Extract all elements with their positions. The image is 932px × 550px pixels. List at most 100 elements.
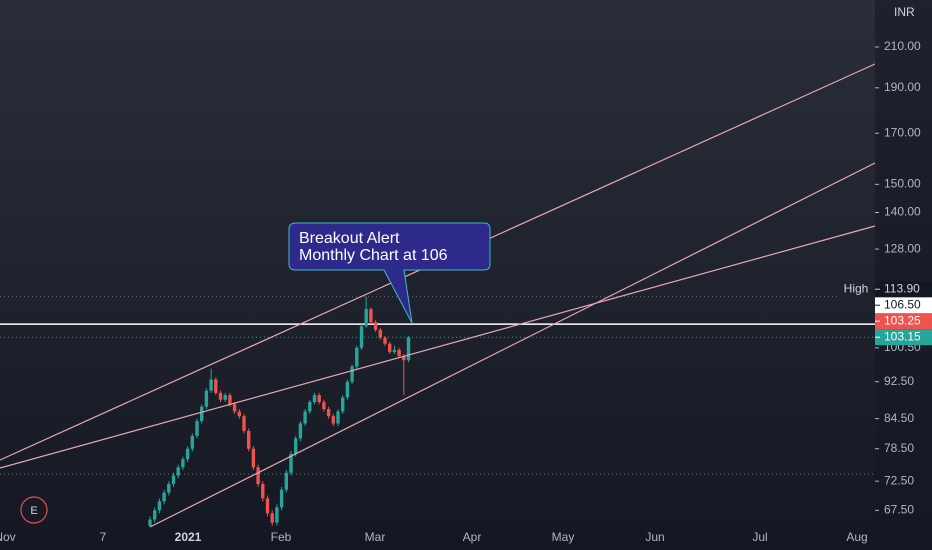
x-tick-label: Apr xyxy=(463,530,482,544)
price-label: 106.50 xyxy=(884,297,921,311)
candle-body xyxy=(294,438,298,454)
candle-body xyxy=(218,392,223,400)
price-axis xyxy=(875,0,932,527)
trend-line xyxy=(149,162,876,528)
candle-body xyxy=(232,404,237,412)
x-tick-label: Nov xyxy=(0,530,16,544)
price-label: 113.90 xyxy=(884,281,920,295)
candle-body xyxy=(157,501,162,511)
candle-body xyxy=(251,448,256,468)
x-tick-label: Feb xyxy=(271,530,292,544)
price-label-box xyxy=(875,329,932,346)
candle-body xyxy=(242,416,246,431)
candle-body xyxy=(185,448,190,460)
candles xyxy=(148,296,411,529)
price-label-box xyxy=(875,313,932,330)
currency-label: INR xyxy=(894,5,915,19)
x-tick-label: 2021 xyxy=(175,530,202,544)
axes: 210.00190.00170.00150.00140.00128.00100.… xyxy=(0,39,932,550)
x-tick-label: Aug xyxy=(846,530,867,544)
candle-body xyxy=(406,337,411,361)
x-tick-label: Jun xyxy=(645,530,664,544)
x-tick-label: 7 xyxy=(100,530,107,544)
candle-body xyxy=(265,498,270,514)
price-label-box xyxy=(875,297,932,314)
candle-body xyxy=(195,421,199,436)
price-label-name-box xyxy=(837,281,874,298)
y-tick-label: 140.00 xyxy=(884,205,921,219)
candle-body xyxy=(247,430,251,449)
candle-body xyxy=(392,349,397,352)
candle-body xyxy=(326,409,331,417)
candle-body xyxy=(322,402,326,410)
y-tick-label: 190.00 xyxy=(884,80,921,94)
candle-body xyxy=(298,423,303,439)
candle-body xyxy=(397,349,401,357)
candle-body xyxy=(383,337,387,344)
event-marker-label[interactable]: E xyxy=(30,505,37,517)
candle-body xyxy=(312,395,317,403)
candle-body xyxy=(209,379,213,391)
event-marker[interactable] xyxy=(20,496,48,524)
callout: Breakout Alert Monthly Chart at 106 xyxy=(288,222,491,324)
candle-body xyxy=(148,519,152,526)
candle-body xyxy=(341,397,345,412)
x-tick-label: May xyxy=(552,530,575,544)
price-label: 103.25 xyxy=(884,313,921,327)
callout-text: Breakout Alert xyxy=(299,230,400,247)
candle-body xyxy=(289,453,293,473)
y-tick-label: 128.00 xyxy=(884,241,921,255)
price-label: 103.15 xyxy=(884,329,921,343)
y-tick-label: 170.00 xyxy=(884,125,921,139)
candle-body xyxy=(237,411,241,417)
candle-body xyxy=(388,343,392,352)
y-tick-label: 92.50 xyxy=(884,374,914,388)
y-tick-label: 67.50 xyxy=(884,503,914,517)
y-tick-label: 78.50 xyxy=(884,441,914,455)
x-tick-label: Mar xyxy=(365,530,386,544)
candle-body xyxy=(359,326,364,348)
candle-body xyxy=(317,395,321,403)
candle-body xyxy=(256,467,260,484)
candle-body xyxy=(176,467,180,476)
price-label-box xyxy=(875,281,932,298)
candle-body xyxy=(303,411,307,424)
candle-body xyxy=(378,329,382,338)
y-tick-label: 210.00 xyxy=(884,39,921,53)
x-tick-label: Jul xyxy=(752,530,767,544)
y-tick-label: 84.50 xyxy=(884,411,914,425)
candle-body xyxy=(200,406,204,422)
price-label-name: High xyxy=(844,281,869,295)
candle-body xyxy=(261,483,265,499)
candle-body xyxy=(331,416,335,424)
candle-body xyxy=(228,395,232,405)
candle-body xyxy=(162,492,166,502)
candle-body xyxy=(308,402,312,412)
candle-body xyxy=(345,381,350,398)
callout-box xyxy=(288,222,491,324)
candle-body xyxy=(167,483,171,493)
candle-body xyxy=(204,390,209,407)
candle-body xyxy=(373,322,378,330)
price-lines xyxy=(0,296,875,338)
candle-body xyxy=(275,507,279,523)
candle-body xyxy=(284,472,288,490)
candle-body xyxy=(270,513,274,523)
candle-body xyxy=(364,309,368,327)
y-tick-label: 150.00 xyxy=(884,177,921,191)
candle-body xyxy=(350,366,354,382)
candle-body xyxy=(190,435,194,449)
candle-body xyxy=(171,475,176,484)
candle-body xyxy=(214,379,218,393)
candle-body xyxy=(355,347,359,367)
time-axis xyxy=(0,527,932,550)
candle-body xyxy=(369,309,373,323)
candle-body xyxy=(402,356,406,361)
candle-body xyxy=(223,395,227,400)
callout-text: Monthly Chart at 106 xyxy=(299,247,448,264)
trend-line xyxy=(0,225,876,469)
candle-body xyxy=(279,489,284,508)
